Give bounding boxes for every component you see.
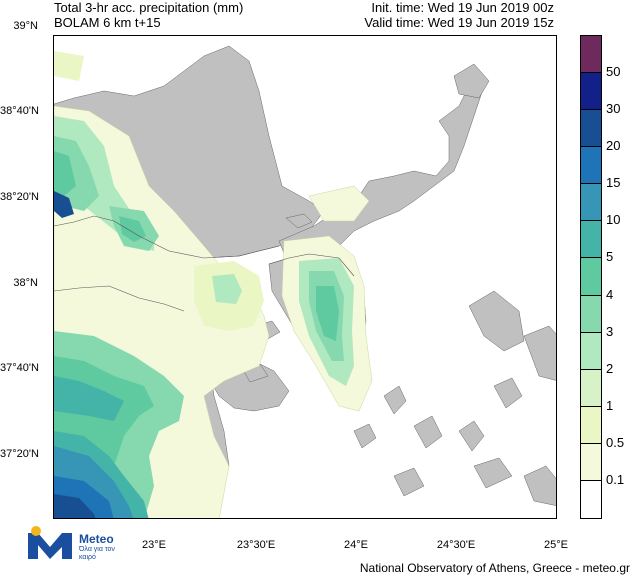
logo-tagline: Όλα για τον καιρό xyxy=(79,546,115,561)
lat-label-37-20n: 37°20'N xyxy=(0,448,39,460)
lon-label-23e: 23°E xyxy=(142,539,166,551)
lat-label-38-40n: 38°40'N xyxy=(0,105,39,117)
colorbar-swatch xyxy=(581,221,601,259)
colorbar-label: 4 xyxy=(606,286,614,302)
colorbar-label: 5 xyxy=(606,249,614,265)
colorbar-swatch xyxy=(581,295,601,333)
lon-label-23-30e: 23°30'E xyxy=(236,539,276,551)
colorbar-label: 2 xyxy=(606,360,614,376)
colorbar-swatch xyxy=(581,73,601,111)
colorbar-label: 0.1 xyxy=(606,471,625,487)
map-title: Total 3-hr acc. precipitation (mm) xyxy=(54,0,244,15)
lat-label-39n: 39°N xyxy=(13,20,38,32)
colorbar-swatch xyxy=(581,110,601,148)
valid-time: Valid time: Wed 19 Jun 2019 15z xyxy=(364,15,554,30)
model-subtitle: BOLAM 6 km t+15 xyxy=(54,15,161,30)
colorbar-swatch xyxy=(581,369,601,407)
lon-label-24-30e: 24°30'E xyxy=(436,539,476,551)
colorbar-label: 50 xyxy=(606,64,621,80)
lon-label-24e: 24°E xyxy=(344,539,368,551)
init-time: Init. time: Wed 19 Jun 2019 00z xyxy=(371,0,554,15)
colorbar-swatch xyxy=(581,184,601,222)
lat-label-37-40n: 37°40'N xyxy=(0,362,39,374)
lon-label-25e: 25°E xyxy=(544,539,568,551)
lat-label-38-20n: 38°20'N xyxy=(0,191,39,203)
colorbar-label: 0.5 xyxy=(606,434,625,450)
colorbar-swatch xyxy=(581,443,601,481)
colorbar-swatch xyxy=(581,147,601,185)
precipitation-colorbar xyxy=(580,35,602,519)
logo-name: Meteo xyxy=(79,532,114,546)
colorbar-swatch xyxy=(581,406,601,444)
colorbar-label: 30 xyxy=(606,101,621,117)
colorbar-swatch xyxy=(581,36,601,74)
coastline-layer xyxy=(54,215,355,312)
colorbar-label: 3 xyxy=(606,323,614,339)
colorbar-swatch xyxy=(581,332,601,370)
colorbar-label: 15 xyxy=(606,175,621,191)
meteo-logo xyxy=(28,526,72,559)
colorbar-label: 10 xyxy=(606,212,621,228)
credit-footer: National Observatory of Athens, Greece -… xyxy=(359,561,630,575)
precipitation-map xyxy=(53,35,557,519)
precip-layer xyxy=(54,51,373,518)
colorbar-swatch xyxy=(581,480,601,518)
colorbar-swatch xyxy=(581,258,601,296)
map-canvas xyxy=(54,45,556,518)
lat-label-38n: 38°N xyxy=(13,277,38,289)
colorbar-label: 20 xyxy=(606,138,621,154)
colorbar-label: 1 xyxy=(606,397,614,413)
